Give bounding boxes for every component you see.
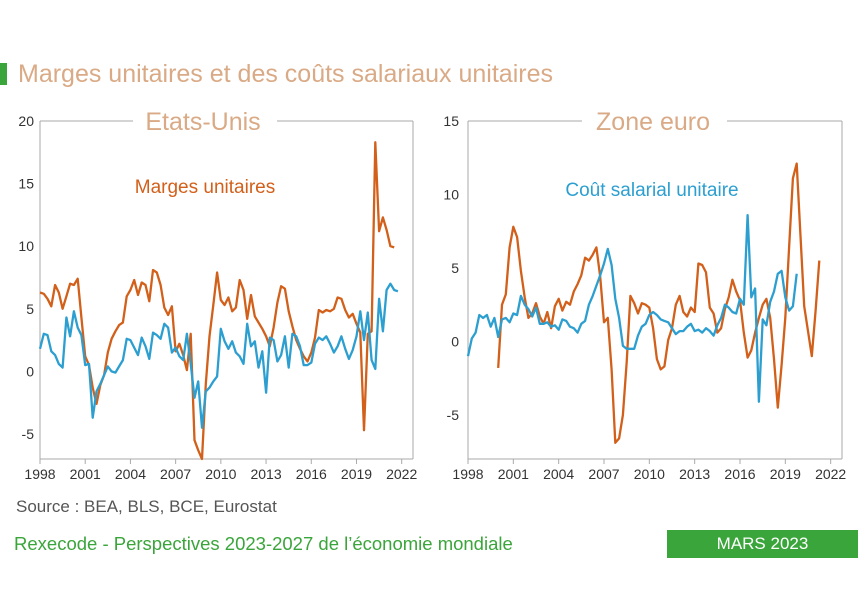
series-line-1 xyxy=(466,213,798,403)
x-tick-label: 2004 xyxy=(543,466,574,482)
y-tick-label: 0 xyxy=(451,333,459,349)
x-tick-label: 2001 xyxy=(498,466,529,482)
source-note: Source : BEA, BLS, BCE, Eurostat xyxy=(16,497,277,516)
y-tick-label: 10 xyxy=(443,186,459,202)
x-tick-label: 2016 xyxy=(724,466,755,482)
x-tick-label: 2010 xyxy=(634,466,665,482)
y-tick-label: 20 xyxy=(18,113,34,129)
series-label: Coût salarial unitaire xyxy=(565,180,738,201)
y-tick-label: 15 xyxy=(18,176,34,192)
footer-publisher: Rexecode - Perspectives 2023-2027 de l’é… xyxy=(14,533,513,554)
x-tick-label: 2022 xyxy=(386,466,417,482)
page-title: Marges unitaires et des coûts salariaux … xyxy=(18,60,553,88)
y-tick-label: -5 xyxy=(22,426,35,442)
x-tick-label: 2007 xyxy=(160,466,191,482)
x-tick-label: 2007 xyxy=(588,466,619,482)
y-tick-label: 15 xyxy=(443,113,459,129)
series-line-0 xyxy=(39,141,395,461)
x-tick-label: 2013 xyxy=(679,466,710,482)
y-tick-label: 10 xyxy=(18,238,34,254)
series-label: Marges unitaires xyxy=(135,177,275,198)
chart-title: Etats-Unis xyxy=(145,108,260,136)
x-tick-label: 2019 xyxy=(770,466,801,482)
x-tick-label: 2019 xyxy=(341,466,372,482)
x-tick-label: 2010 xyxy=(205,466,236,482)
charts-area: -5 0 5 10 15 20 1998 2001 2004 2007 2010 2013 2016 20… xyxy=(18,108,846,482)
footer-date-badge: MARS 2023 xyxy=(667,530,858,558)
chart-0: -5 0 5 10 15 20 1998 2001 2004 2007 2010 2013 2016 20… xyxy=(18,108,417,482)
x-tick-label: 2022 xyxy=(815,466,846,482)
y-tick-label: -5 xyxy=(447,407,460,423)
x-tick-label: 2004 xyxy=(115,466,146,482)
series-line-1 xyxy=(38,282,399,429)
chart-title: Zone euro xyxy=(596,108,710,136)
title-accent-bar xyxy=(0,63,7,85)
y-tick-label: 5 xyxy=(26,301,34,317)
x-tick-label: 1998 xyxy=(24,466,55,482)
chart-1: -5 0 5 10 15 1998 2001 2004 2007 2010 2013 2016 2019… xyxy=(443,108,846,482)
x-tick-label: 2013 xyxy=(250,466,281,482)
y-tick-label: 0 xyxy=(26,363,34,379)
x-tick-label: 1998 xyxy=(452,466,483,482)
x-tick-label: 2016 xyxy=(296,466,327,482)
series-line-0 xyxy=(497,162,821,444)
y-tick-label: 5 xyxy=(451,260,459,276)
x-tick-label: 2001 xyxy=(70,466,101,482)
